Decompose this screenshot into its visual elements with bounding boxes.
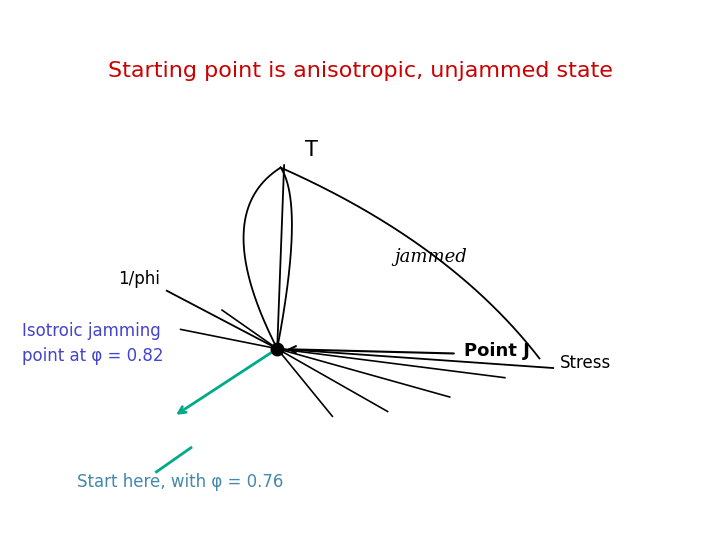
Text: Isotroic jamming
point at φ = 0.82: Isotroic jamming point at φ = 0.82 xyxy=(22,322,163,366)
Text: Point J: Point J xyxy=(464,342,529,360)
Text: T: T xyxy=(305,140,318,160)
Text: Starting point is anisotropic, unjammed state: Starting point is anisotropic, unjammed … xyxy=(107,62,613,82)
Text: Stress: Stress xyxy=(560,354,611,372)
Text: 1/phi: 1/phi xyxy=(118,271,160,288)
Text: jammed: jammed xyxy=(395,248,467,266)
Text: Start here, with φ = 0.76: Start here, with φ = 0.76 xyxy=(77,472,284,490)
